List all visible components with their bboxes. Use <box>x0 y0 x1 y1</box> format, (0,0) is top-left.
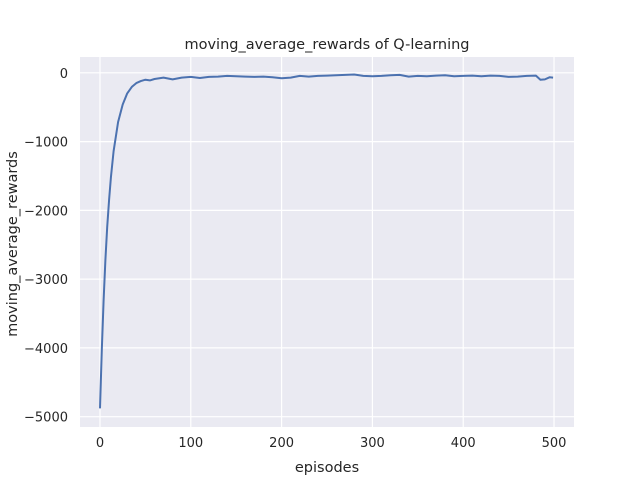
y-axis-label: moving_average_rewards <box>5 151 21 337</box>
y-tick-label: −4000 <box>24 342 68 357</box>
series-line <box>99 73 554 409</box>
chart-title: moving_average_rewards of Q-learning <box>184 37 469 53</box>
grid <box>80 57 574 427</box>
y-tick-label: 0 <box>60 67 68 82</box>
x-tick-label: 200 <box>269 436 294 451</box>
y-tick-label: −5000 <box>24 411 68 426</box>
x-axis-label: episodes <box>295 460 359 476</box>
x-axis-ticks: 0 100 200 300 400 500 <box>96 436 567 451</box>
y-tick-label: −1000 <box>24 136 68 151</box>
y-tick-label: −2000 <box>24 204 68 219</box>
x-tick-label: 100 <box>178 436 203 451</box>
series-layer <box>99 73 554 409</box>
x-tick-label: 300 <box>360 436 385 451</box>
plot-background <box>80 57 574 427</box>
x-tick-label: 500 <box>542 436 567 451</box>
x-tick-label: 400 <box>451 436 476 451</box>
x-tick-label: 0 <box>96 436 104 451</box>
y-tick-label: −3000 <box>24 273 68 288</box>
y-axis-ticks: 0 −1000 −2000 −3000 −4000 −5000 <box>24 67 68 426</box>
